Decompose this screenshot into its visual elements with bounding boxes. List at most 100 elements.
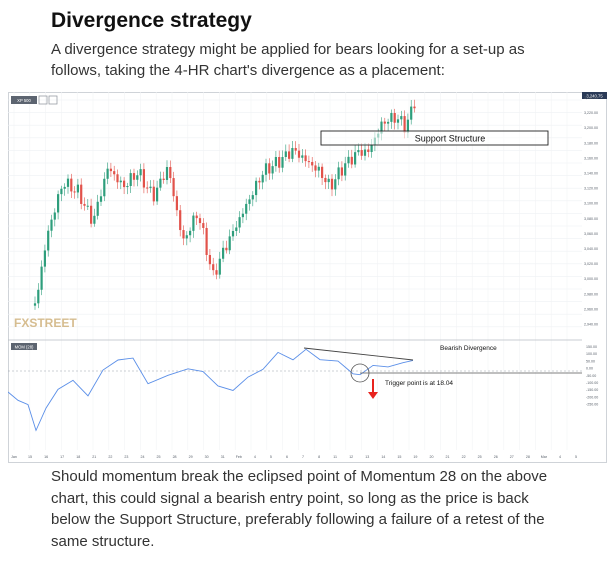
candle-body <box>165 167 169 180</box>
candle-body <box>228 236 231 251</box>
symbol-tag <box>11 96 37 104</box>
candle-body <box>370 144 373 153</box>
candle-body <box>344 163 347 176</box>
candle-body <box>294 148 297 151</box>
candle-body <box>390 113 393 122</box>
candle-body <box>347 156 350 164</box>
candle-body <box>413 106 416 109</box>
candle-body <box>192 215 195 231</box>
settings-icon[interactable] <box>48 95 58 105</box>
time-axis-label: 25 <box>157 455 161 459</box>
candle-body <box>297 150 301 158</box>
candle-body <box>304 155 307 162</box>
last-price-badge <box>582 92 607 99</box>
candle-body <box>258 180 261 183</box>
time-axis-label: 5 <box>270 455 272 459</box>
candle-body <box>255 180 258 196</box>
time-axis-label: 22 <box>108 455 112 459</box>
candle-body <box>327 178 330 183</box>
candle-body <box>208 254 211 265</box>
price-axis-label: 3,180.00 <box>584 141 598 145</box>
intro-paragraph: A divergence strategy might be applied f… <box>51 41 525 79</box>
price-axis-label: 3,060.00 <box>584 232 598 236</box>
candle-body <box>396 119 400 123</box>
time-axis-label: 6 <box>286 455 288 459</box>
candle-body <box>185 235 188 239</box>
candle-body <box>146 187 149 189</box>
momentum-axis-label: 100.00 <box>586 352 597 356</box>
candle-body <box>43 250 46 267</box>
price-axis-label: 3,100.00 <box>584 202 598 206</box>
candle-body <box>37 289 40 304</box>
time-axis-label: 8 <box>318 455 320 459</box>
candle-body <box>367 149 370 153</box>
candle-body <box>340 167 343 176</box>
candle-body <box>311 161 314 166</box>
price-axis-label: 2,940.00 <box>584 323 598 327</box>
candle-body <box>281 157 284 168</box>
candle-body <box>109 168 112 172</box>
time-axis-label: Feb <box>236 455 242 459</box>
support-structure-box <box>320 130 549 146</box>
momentum-axis: 150.00 100.00 50.00 0.00 -50.00 -100.00 -150.0… <box>586 345 598 407</box>
time-axis-label: 28 <box>526 455 530 459</box>
candle-body <box>169 167 172 179</box>
candle-body <box>212 264 215 271</box>
price-axis-label: 3,220.00 <box>584 111 598 115</box>
candle-body <box>53 212 56 220</box>
watermark-logo: FXSTREET <box>14 316 77 330</box>
candle-body <box>126 186 129 188</box>
candle-body <box>291 148 294 159</box>
conclusion-paragraph: Should momentum break the eclipsed point… <box>51 468 548 550</box>
candle-body <box>307 161 310 163</box>
momentum-axis-label: -150.00 <box>586 388 598 392</box>
time-axis-label: 19 <box>413 455 417 459</box>
candle-body <box>119 180 122 183</box>
candle-body <box>334 179 337 190</box>
time-axis-label: 12 <box>349 455 353 459</box>
symbol-tag-label: XP 500 <box>17 98 31 103</box>
candle-body <box>215 270 218 275</box>
candle-body <box>202 223 205 228</box>
candle-body <box>406 119 409 133</box>
time-axis-label: 30 <box>205 455 209 459</box>
candle-body <box>76 184 79 193</box>
candle-body <box>354 152 357 165</box>
time-axis-label: 24 <box>140 455 144 459</box>
indicator-tag <box>11 343 37 350</box>
candle-body <box>330 178 334 190</box>
momentum-axis-label: -250.00 <box>586 403 598 407</box>
candle-body <box>63 186 66 189</box>
time-axis-label: 4 <box>559 455 561 459</box>
candle-body <box>70 178 73 192</box>
candle-body <box>96 201 99 216</box>
time-axis-label: 22 <box>462 455 466 459</box>
refresh-icon[interactable] <box>38 95 48 105</box>
support-structure-label: Support Structure <box>415 134 486 144</box>
candle-body <box>175 196 178 211</box>
candle-body <box>57 194 60 213</box>
time-axis-label: 15 <box>397 455 401 459</box>
candle-body <box>152 186 155 202</box>
trigger-arrow-icon <box>368 392 378 399</box>
candle-body <box>301 155 304 158</box>
momentum-axis-label: 0.00 <box>586 367 593 371</box>
price-axis: 3,240.00 3,220.00 3,200.00 3,180.00 3,160.00… <box>584 96 598 327</box>
candle-body <box>116 174 119 183</box>
time-axis-label: 17 <box>60 455 64 459</box>
trigger-label: Trigger point is at 18.04 <box>385 380 453 387</box>
candle-body <box>317 166 320 171</box>
candle-body <box>156 187 159 202</box>
candle-body <box>241 213 244 218</box>
candle-body <box>268 163 271 174</box>
candle-body <box>218 258 221 275</box>
time-axis-label: 25 <box>478 455 482 459</box>
candle-body <box>337 167 340 180</box>
indicator-tag-label: MOM (28) <box>15 344 34 349</box>
time-axis-label: 31 <box>221 455 225 459</box>
candle-body <box>40 266 43 290</box>
time-axis-label: 28 <box>173 455 177 459</box>
candle-body <box>284 151 287 158</box>
momentum-series <box>8 348 414 432</box>
candle-body <box>383 121 386 124</box>
